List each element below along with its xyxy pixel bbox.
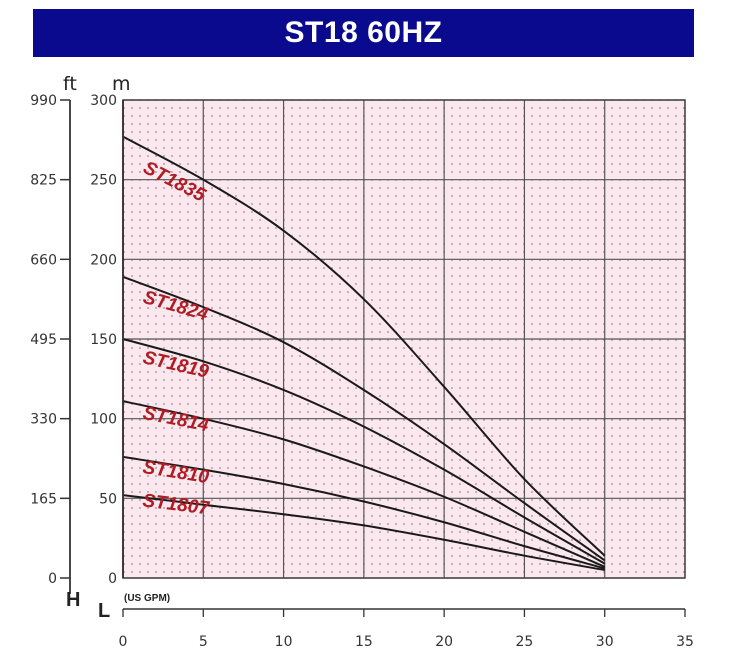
x-tick-label: 35	[676, 634, 694, 650]
x-tick-label: 25	[516, 634, 534, 650]
y-tick-label-m: 0	[108, 571, 117, 587]
y-tick-label-m: 250	[90, 173, 117, 189]
y-tick-label-ft: 825	[30, 173, 57, 189]
y-tick-label-m: 50	[99, 491, 117, 507]
curve-st1807	[122, 494, 605, 572]
curve-st1819	[122, 338, 606, 565]
y-axis-ft-unit: ft	[63, 73, 77, 95]
y-axis-letter-h: H	[66, 589, 80, 611]
x-axis-letter-l: L	[98, 600, 110, 622]
y-tick-label-m: 300	[90, 93, 117, 109]
y-tick-label-ft: 495	[30, 332, 57, 348]
y-tick-label-m: 150	[90, 332, 117, 348]
x-tick-label: 0	[119, 634, 128, 650]
y-tick-label-ft: 660	[30, 252, 57, 268]
x-tick-label: 15	[355, 634, 373, 650]
y-tick-label-ft: 0	[48, 571, 57, 587]
x-tick-label: 30	[596, 634, 614, 650]
x-tick-label: 20	[435, 634, 453, 650]
y-axis-m-unit: m	[112, 73, 131, 95]
curve-st1824	[122, 275, 606, 562]
x-tick-label: 5	[199, 634, 208, 650]
y-tick-label-m: 200	[90, 252, 117, 268]
x-tick-label: 10	[275, 634, 293, 650]
y-tick-label-ft: 990	[30, 93, 57, 109]
chart-title: ST18 60HZ	[33, 9, 694, 57]
y-tick-label-m: 100	[90, 412, 117, 428]
curve-st1814	[122, 400, 606, 568]
y-tick-label-ft: 165	[30, 491, 57, 507]
y-tick-label-ft: 330	[30, 412, 57, 428]
curve-st1835	[122, 135, 606, 557]
x-axis-label: (US GPM)	[124, 593, 170, 604]
curve-st1810	[122, 455, 605, 570]
